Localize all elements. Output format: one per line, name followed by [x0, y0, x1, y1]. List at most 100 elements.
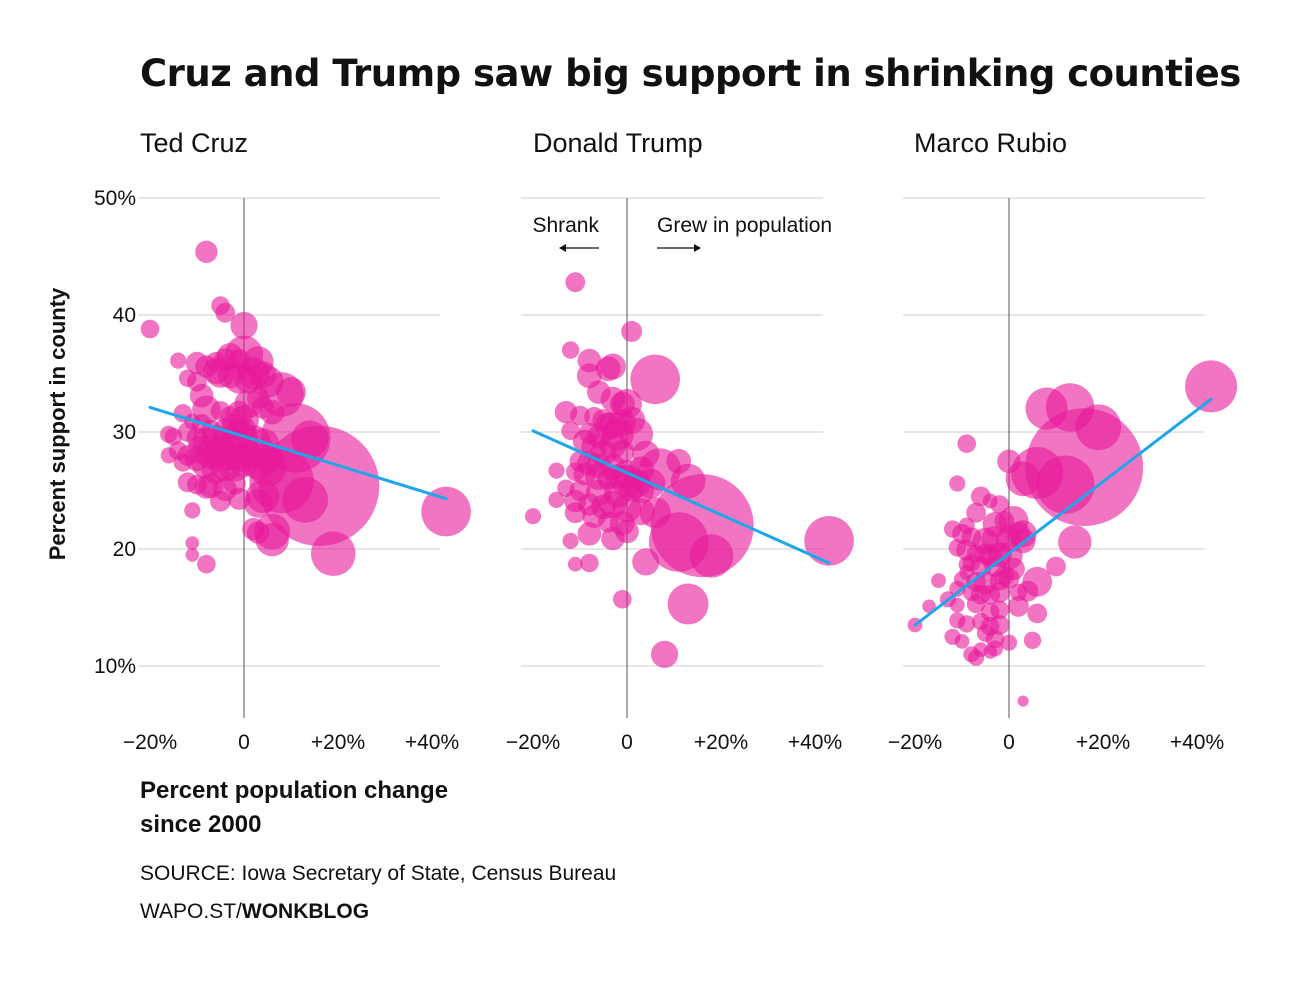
county-bubble — [958, 615, 976, 633]
county-bubble — [983, 645, 997, 659]
county-bubble — [1027, 603, 1048, 624]
county-bubble — [140, 319, 160, 339]
county-bubble — [613, 590, 632, 609]
county-bubble — [966, 502, 986, 523]
county-bubble — [621, 320, 643, 342]
county-bubble — [184, 502, 201, 519]
credit-line: WAPO.ST/WONKBLOG — [140, 900, 369, 924]
annotation-layer: Shrank Grew in population — [532, 214, 832, 252]
county-bubble — [957, 434, 976, 454]
panel-title-cruz: Ted Cruz — [140, 128, 249, 158]
county-bubble — [170, 352, 187, 369]
x-axis-title-line-2: since 2000 — [140, 811, 262, 838]
x-tick-label: 0 — [238, 731, 250, 754]
credit-brand: WONKBLOG — [241, 900, 370, 923]
county-bubble — [185, 536, 200, 550]
county-bubble — [949, 580, 966, 597]
panel-title-rubio: Marco Rubio — [914, 128, 1068, 158]
county-bubble — [195, 240, 218, 263]
county-bubble — [562, 532, 579, 549]
county-bubble — [1017, 580, 1039, 602]
x-axis-title-line-1: Percent population change — [140, 777, 449, 804]
county-bubble — [966, 594, 986, 614]
county-bubble — [567, 556, 583, 572]
county-bubble — [421, 486, 471, 537]
x-tick-label: +40% — [788, 731, 842, 754]
county-bubble — [1023, 631, 1042, 649]
x-tick-label: 0 — [621, 731, 633, 754]
county-bubble — [922, 599, 936, 614]
county-bubble — [954, 634, 970, 649]
trend-line — [148, 405, 448, 501]
county-bubble — [565, 272, 586, 293]
county-bubble — [185, 548, 200, 562]
county-bubble — [548, 462, 565, 479]
county-bubble — [667, 583, 709, 625]
county-bubble — [580, 553, 599, 573]
x-tick-label: −20% — [506, 731, 560, 754]
county-bubble — [1036, 455, 1095, 514]
county-bubble — [276, 377, 306, 408]
x-tick-label: +20% — [1076, 731, 1130, 754]
x-tick-label: +20% — [694, 731, 748, 754]
county-bubble — [651, 640, 679, 668]
county-bubble — [243, 489, 273, 518]
county-bubble — [246, 521, 270, 544]
x-tick-label: 0 — [1003, 731, 1015, 754]
county-bubble — [949, 597, 965, 613]
source-note: SOURCE: Iowa Secretary of State, Census … — [140, 862, 617, 885]
county-bubble — [982, 493, 998, 509]
y-tick-label: 40 — [113, 304, 136, 327]
county-bubble — [311, 531, 356, 576]
county-bubble — [210, 490, 231, 512]
county-bubble — [632, 548, 660, 576]
trend-line — [531, 429, 831, 565]
county-bubble — [1017, 695, 1029, 707]
credit-prefix: WAPO.ST/ — [140, 900, 242, 923]
y-tick-label: 10% — [94, 655, 136, 678]
annotation-shrank: Shrank — [532, 214, 599, 237]
y-tick-label: 50% — [94, 187, 136, 210]
county-bubble — [282, 477, 328, 523]
county-bubble — [615, 519, 639, 544]
county-bubble — [949, 475, 966, 492]
tick-layer: −20% 0 +20% +40% −20% 0 +20% +40% −20% 0 +20% +40% 5… — [94, 187, 1224, 754]
county-bubble — [989, 581, 1011, 603]
trend-layer — [148, 397, 1213, 627]
panel-title-trump: Donald Trump — [533, 128, 703, 158]
county-bubble — [230, 311, 258, 340]
county-bubble — [548, 491, 565, 508]
x-tick-label: +40% — [405, 731, 459, 754]
arrow-right-head — [694, 244, 701, 252]
county-bubble — [689, 534, 734, 578]
county-bubble — [577, 522, 602, 546]
county-bubble — [237, 357, 270, 390]
county-bubble — [1007, 595, 1029, 617]
y-tick-label: 20 — [113, 538, 136, 561]
trend-line — [913, 397, 1213, 627]
chart-title: Cruz and Trump saw big support in shrink… — [140, 52, 1241, 95]
x-axis-title: Percent population change since 2000 — [140, 774, 448, 842]
x-tick-label: +20% — [311, 731, 365, 754]
county-bubble — [804, 516, 854, 566]
x-tick-label: +40% — [1170, 731, 1224, 754]
county-bubble — [564, 502, 586, 524]
county-bubble — [215, 302, 236, 323]
county-bubble — [1058, 525, 1092, 559]
county-bubble — [1046, 556, 1066, 577]
county-bubble — [197, 554, 216, 574]
county-bubble — [595, 356, 621, 382]
county-bubble — [160, 447, 177, 464]
x-tick-label: −20% — [123, 731, 177, 754]
county-bubble — [931, 573, 946, 588]
county-bubble — [561, 341, 580, 359]
x-tick-label: −20% — [888, 731, 942, 754]
y-tick-label: 30 — [113, 421, 136, 444]
county-bubble — [1185, 360, 1238, 413]
county-bubble — [1000, 634, 1018, 651]
annotation-grew: Grew in population — [657, 214, 832, 237]
arrow-left-head — [559, 244, 566, 252]
county-bubble — [524, 508, 542, 525]
